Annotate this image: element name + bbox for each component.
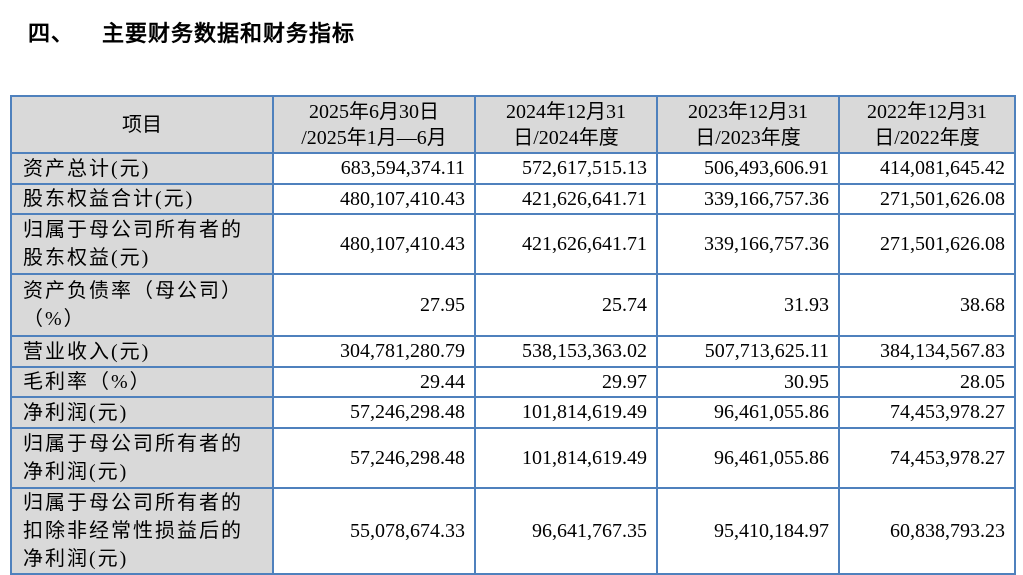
header-line: 2025年6月30日 [309, 100, 439, 123]
value-cell: 507,713,625.11 [656, 335, 840, 368]
item-label: 净利润(元) [23, 401, 129, 424]
value-cell: 271,501,626.08 [838, 213, 1016, 275]
value-cell: 57,246,298.48 [272, 396, 476, 429]
header-line: /2025年1月—6月 [301, 126, 447, 149]
header-cell-2022: 2022年12月31 日/2022年度 [838, 95, 1016, 154]
item-label: 资产总计(元) [23, 157, 151, 180]
header-line: 2023年12月31 [688, 100, 808, 123]
table-row: 净利润(元) 57,246,298.48 101,814,619.49 96,4… [10, 396, 1016, 429]
item-label: 归属于母公司所有者的 [23, 433, 243, 455]
item-cell: 归属于母公司所有者的 股东权益(元) [10, 213, 274, 275]
value-cell: 421,626,641.71 [474, 213, 658, 275]
value-cell: 101,814,619.49 [474, 396, 658, 429]
item-label: 归属于母公司所有者的 [23, 219, 243, 241]
financial-table: 项目 2025年6月30日 /2025年1月—6月 2024年12月31 日/2… [10, 95, 1016, 575]
header-cell-item: 项目 [10, 95, 274, 154]
value-cell: 339,166,757.36 [656, 213, 840, 275]
value-cell: 27.95 [272, 273, 476, 337]
item-cell: 归属于母公司所有者的 净利润(元) [10, 427, 274, 489]
value-cell: 304,781,280.79 [272, 335, 476, 368]
value-cell: 74,453,978.27 [838, 396, 1016, 429]
value-cell: 683,594,374.11 [272, 152, 476, 185]
table-row: 营业收入(元) 304,781,280.79 538,153,363.02 50… [10, 335, 1016, 368]
section-title-text: 主要财务数据和财务指标 [102, 21, 356, 46]
item-cell: 股东权益合计(元) [10, 183, 274, 215]
item-label: 股东权益合计(元) [23, 188, 195, 210]
section-title: 四、 主要财务数据和财务指标 [28, 16, 1023, 48]
table-row: 归属于母公司所有者的 扣除非经常性损益后的 净利润(元) 55,078,674.… [10, 487, 1016, 575]
value-cell: 414,081,645.42 [838, 152, 1016, 185]
item-label: 净利润(元) [23, 548, 129, 570]
header-line: 日/2024年度 [513, 126, 619, 149]
section-number: 四、 [28, 21, 75, 46]
table-row: 毛利率（%） 29.44 29.97 30.95 28.05 [10, 366, 1016, 398]
item-label: （%） [23, 308, 86, 330]
table-header-row: 项目 2025年6月30日 /2025年1月—6月 2024年12月31 日/2… [10, 95, 1016, 154]
value-cell: 101,814,619.49 [474, 427, 658, 489]
item-label: 净利润(元) [23, 461, 129, 483]
item-label: 营业收入(元) [23, 340, 151, 363]
value-cell: 339,166,757.36 [656, 183, 840, 215]
value-cell: 480,107,410.43 [272, 183, 476, 215]
item-label: 毛利率（%） [23, 371, 152, 393]
value-cell: 384,134,567.83 [838, 335, 1016, 368]
item-cell: 毛利率（%） [10, 366, 274, 398]
value-cell: 29.44 [272, 366, 476, 398]
value-cell: 271,501,626.08 [838, 183, 1016, 215]
header-cell-2023: 2023年12月31 日/2023年度 [656, 95, 840, 154]
table-row: 归属于母公司所有者的 股东权益(元) 480,107,410.43 421,62… [10, 213, 1016, 275]
value-cell: 95,410,184.97 [656, 487, 840, 575]
value-cell: 29.97 [474, 366, 658, 398]
header-line: 日/2022年度 [874, 126, 980, 149]
value-cell: 31.93 [656, 273, 840, 337]
value-cell: 96,461,055.86 [656, 427, 840, 489]
header-cell-2024: 2024年12月31 日/2024年度 [474, 95, 658, 154]
item-cell: 归属于母公司所有者的 扣除非经常性损益后的 净利润(元) [10, 487, 274, 575]
value-cell: 38.68 [838, 273, 1016, 337]
value-cell: 74,453,978.27 [838, 427, 1016, 489]
table-row: 归属于母公司所有者的 净利润(元) 57,246,298.48 101,814,… [10, 427, 1016, 489]
header-line: 2024年12月31 [506, 100, 626, 123]
item-cell: 资产负债率（母公司） （%） [10, 273, 274, 337]
header-cell-2025: 2025年6月30日 /2025年1月—6月 [272, 95, 476, 154]
item-label: 资产负债率（母公司） [23, 280, 243, 302]
item-cell: 营业收入(元) [10, 335, 274, 368]
header-line: 日/2023年度 [695, 126, 801, 149]
item-label: 股东权益(元) [23, 247, 151, 269]
value-cell: 96,461,055.86 [656, 396, 840, 429]
value-cell: 572,617,515.13 [474, 152, 658, 185]
table-row: 资产负债率（母公司） （%） 27.95 25.74 31.93 38.68 [10, 273, 1016, 337]
value-cell: 96,641,767.35 [474, 487, 658, 575]
value-cell: 506,493,606.91 [656, 152, 840, 185]
item-label: 扣除非经常性损益后的 [23, 520, 243, 542]
value-cell: 55,078,674.33 [272, 487, 476, 575]
header-line: 2022年12月31 [867, 100, 987, 123]
item-label: 归属于母公司所有者的 [23, 492, 243, 514]
table-row: 资产总计(元) 683,594,374.11 572,617,515.13 50… [10, 152, 1016, 185]
table-row: 股东权益合计(元) 480,107,410.43 421,626,641.71 … [10, 183, 1016, 215]
value-cell: 60,838,793.23 [838, 487, 1016, 575]
value-cell: 25.74 [474, 273, 658, 337]
value-cell: 421,626,641.71 [474, 183, 658, 215]
value-cell: 480,107,410.43 [272, 213, 476, 275]
value-cell: 30.95 [656, 366, 840, 398]
item-cell: 资产总计(元) [10, 152, 274, 185]
value-cell: 538,153,363.02 [474, 335, 658, 368]
value-cell: 57,246,298.48 [272, 427, 476, 489]
item-cell: 净利润(元) [10, 396, 274, 429]
header-line: 项目 [122, 113, 162, 136]
value-cell: 28.05 [838, 366, 1016, 398]
